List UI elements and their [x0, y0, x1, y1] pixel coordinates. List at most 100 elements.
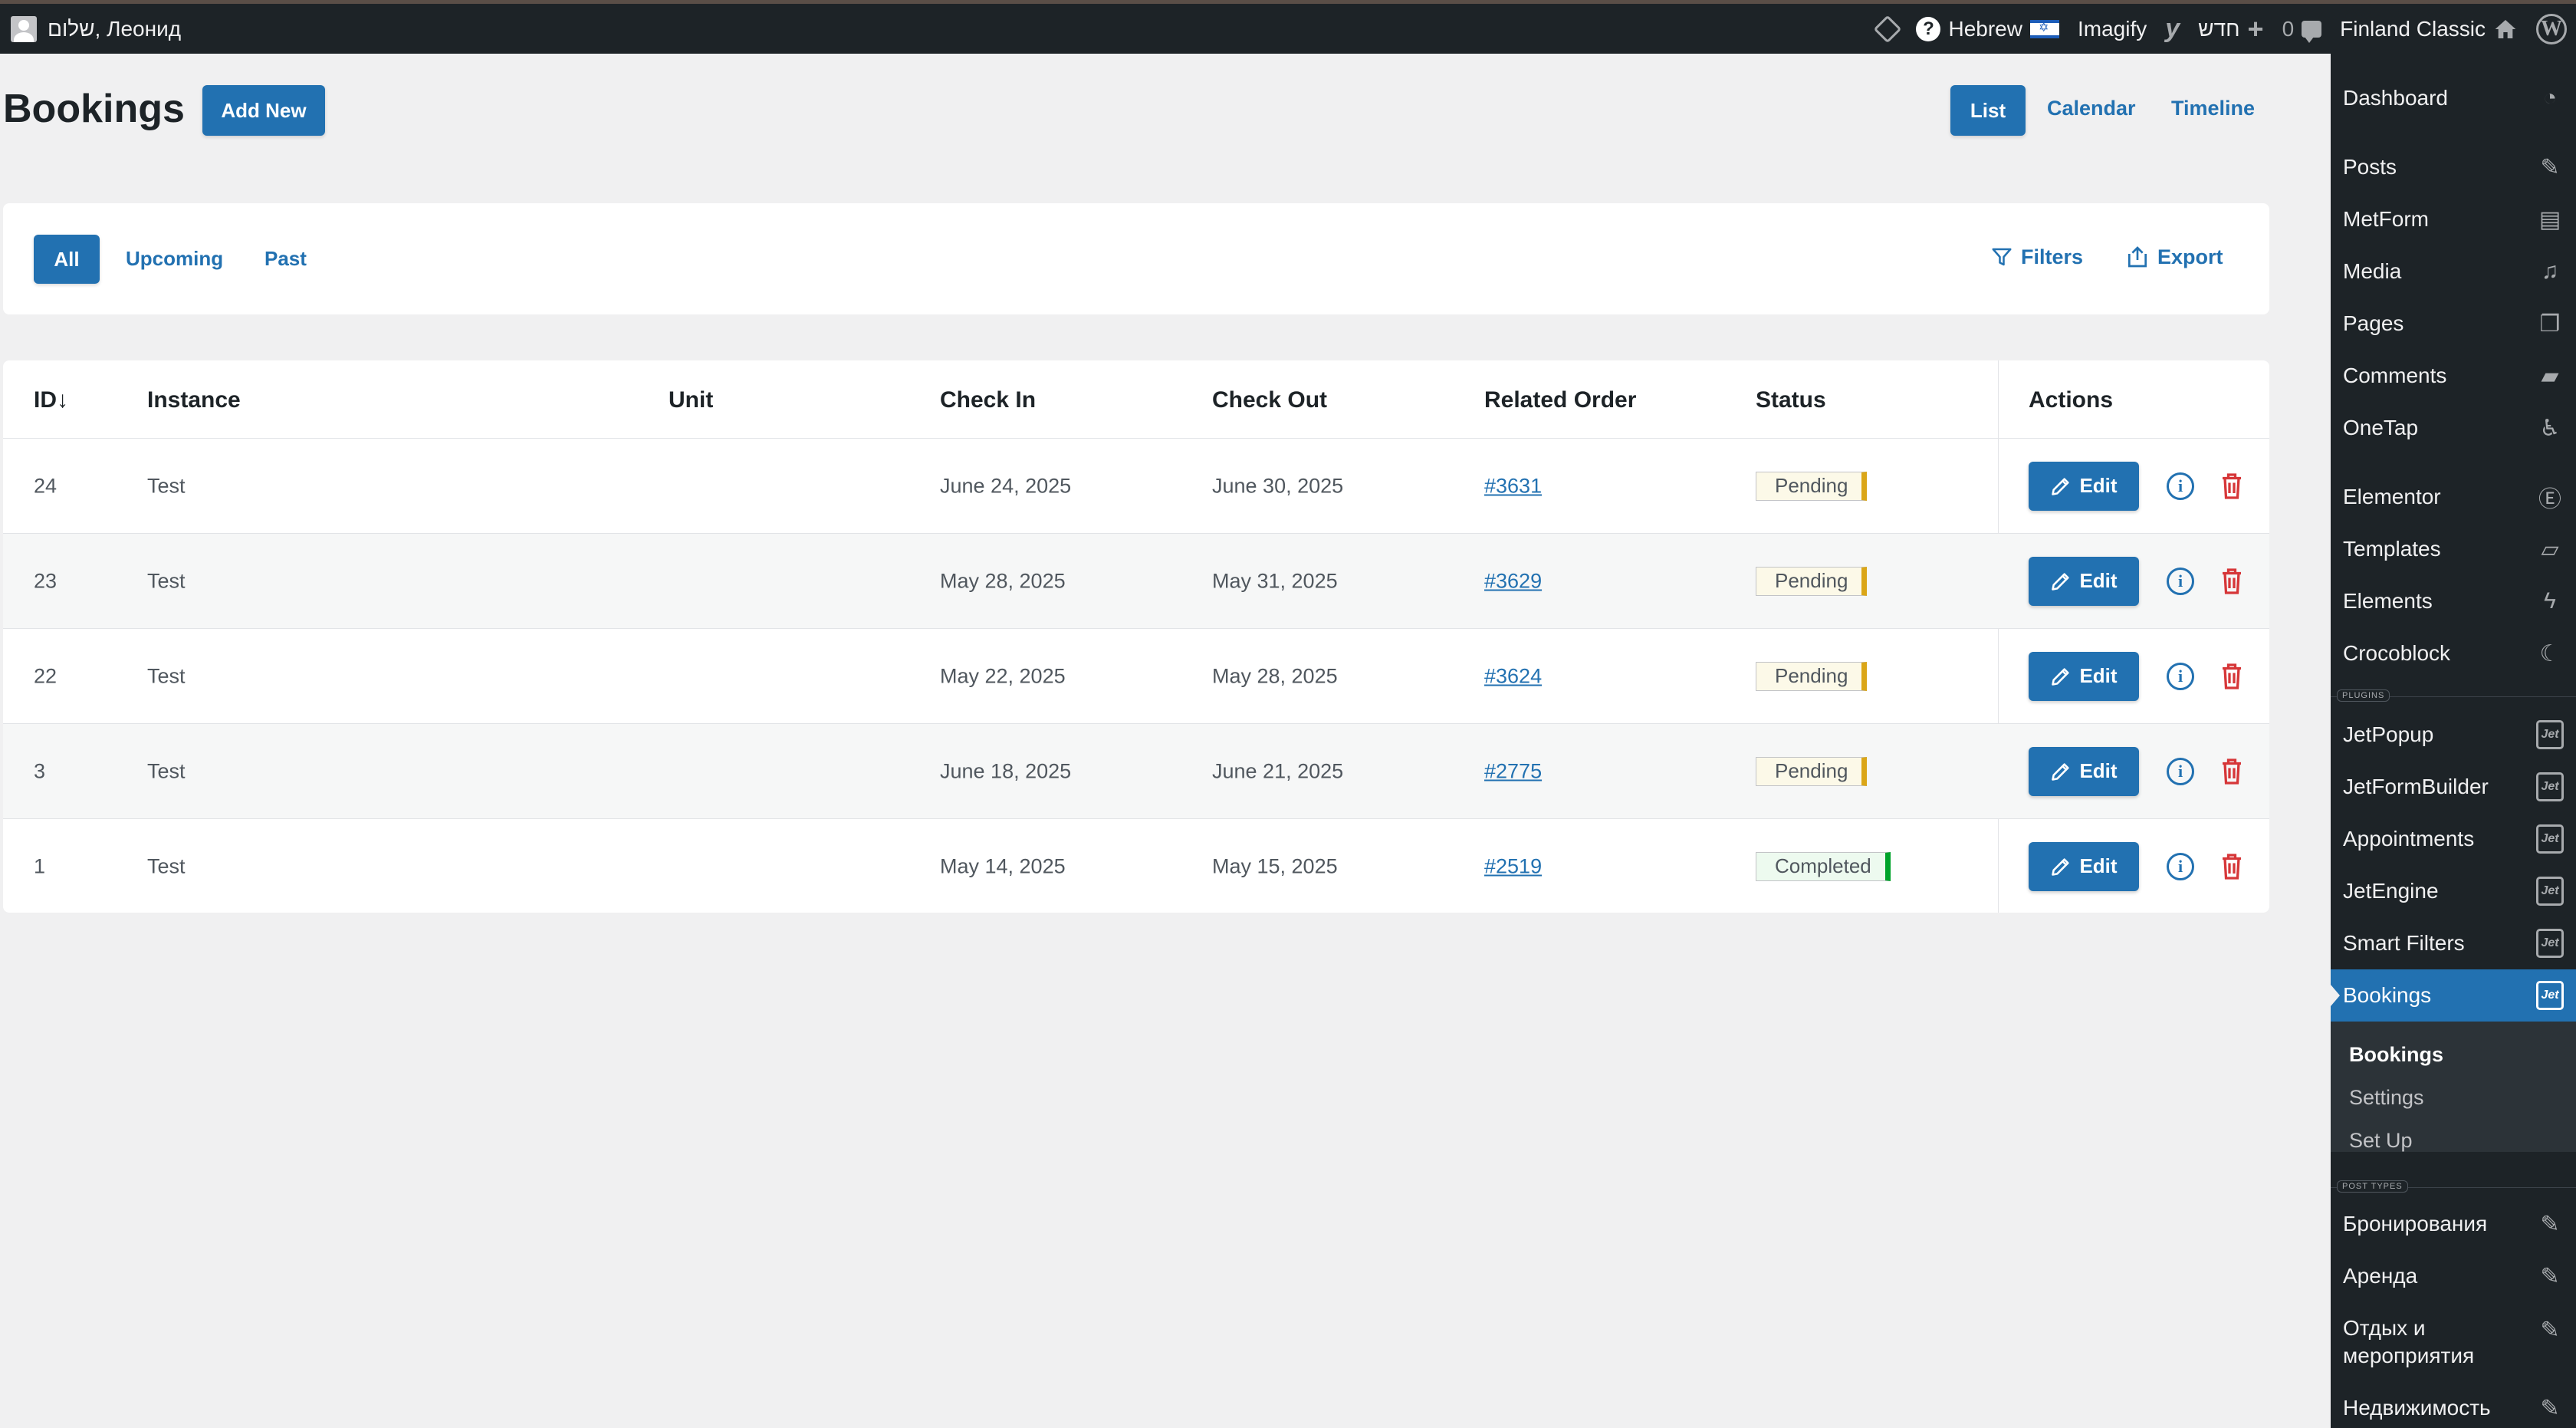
sidebar-item-pages[interactable]: Pages ❐ [2331, 298, 2576, 350]
related-order-link[interactable]: #3629 [1484, 569, 1543, 592]
edit-button[interactable]: Edit [2029, 651, 2139, 701]
edit-button[interactable]: Edit [2029, 746, 2139, 796]
greeting-text[interactable]: שלום, Леонид [48, 16, 182, 41]
yoast-icon[interactable]: y [2165, 14, 2180, 43]
bookings-table [3, 360, 2269, 913]
info-icon[interactable]: i [2167, 757, 2194, 785]
sidebar-item-label: JetEngine [2343, 879, 2439, 903]
trash-icon[interactable] [2220, 472, 2243, 500]
trash-icon[interactable] [2220, 568, 2243, 595]
submenu-bookings[interactable]: Bookings [2349, 1043, 2444, 1066]
cell-instance: Test [147, 759, 186, 782]
info-icon[interactable]: i [2167, 852, 2194, 880]
pin-icon: ✎ [2540, 1395, 2560, 1421]
sidebar-item-elementor[interactable]: Elementor Ⓔ [2331, 471, 2576, 523]
edit-button[interactable]: Edit [2029, 461, 2139, 511]
help-icon: ? [1916, 16, 1941, 41]
edit-label: Edit [2079, 474, 2118, 497]
actions-column-divider [1998, 360, 1999, 913]
export-button[interactable]: Export [2125, 244, 2223, 270]
cell-check-in: May 28, 2025 [940, 569, 1066, 592]
info-icon[interactable]: i [2167, 567, 2194, 595]
add-new-button[interactable]: Add New [202, 85, 325, 136]
view-calendar-link[interactable]: Calendar [2047, 97, 2136, 120]
sidebar-item-jetformbuilder[interactable]: JetFormBuilder Jet [2331, 761, 2576, 813]
column-header-id[interactable]: ID↓ [34, 387, 68, 413]
table-row: 24 Test June 24, 2025 June 30, 2025 #363… [3, 438, 2269, 533]
edit-button[interactable]: Edit [2029, 841, 2139, 891]
cell-check-out: May 31, 2025 [1212, 569, 1338, 592]
language-switcher[interactable]: ? Hebrew [1916, 16, 2059, 41]
sidebar-item-bronirovaniya[interactable]: Бронирования ✎ [2331, 1198, 2576, 1250]
edit-button[interactable]: Edit [2029, 556, 2139, 606]
sidebar-item-otdykh[interactable]: Отдых и мероприятия ✎ [2331, 1302, 2576, 1382]
sidebar-item-posts[interactable]: Posts ✎ [2331, 141, 2576, 193]
related-order-link[interactable]: #3631 [1484, 474, 1543, 497]
submenu-set-up[interactable]: Set Up [2349, 1129, 2413, 1152]
status-badge: Pending [1756, 756, 1868, 786]
trash-icon[interactable] [2220, 758, 2243, 785]
avatar[interactable] [11, 15, 37, 42]
column-header-related-order: Related Order [1484, 387, 1637, 413]
jet-icon: Jet [2536, 772, 2564, 801]
cell-check-out: May 28, 2025 [1212, 664, 1338, 687]
view-list-button[interactable]: List [1950, 85, 2026, 136]
sidebar-item-elements[interactable]: Elements ϟ [2331, 575, 2576, 627]
sidebar-item-label: Аренда [2343, 1264, 2418, 1288]
export-icon [2128, 246, 2147, 268]
info-icon[interactable]: i [2167, 472, 2194, 500]
tab-past[interactable]: Past [264, 247, 307, 270]
cell-instance: Test [147, 664, 186, 687]
wordpress-logo-icon[interactable]: W [2536, 13, 2567, 44]
sidebar-item-arenda[interactable]: Аренда ✎ [2331, 1250, 2576, 1302]
sidebar-item-label: Smart Filters [2343, 931, 2465, 955]
sidebar-item-jetpopup[interactable]: JetPopup Jet [2331, 709, 2576, 761]
related-order-link[interactable]: #3624 [1484, 664, 1543, 687]
column-header-check-out: Check Out [1212, 387, 1328, 413]
cell-check-in: May 14, 2025 [940, 854, 1066, 877]
info-icon[interactable]: i [2167, 662, 2194, 690]
sidebar-item-metform[interactable]: MetForm ▤ [2331, 193, 2576, 245]
sidebar-separator [2331, 1187, 2576, 1188]
cell-check-out: May 15, 2025 [1212, 854, 1338, 877]
imagify-menu[interactable]: Imagify [2077, 16, 2147, 41]
site-name-menu[interactable]: Finland Classic [2340, 17, 2518, 41]
filters-label: Filters [2021, 245, 2084, 268]
submenu-settings[interactable]: Settings [2349, 1086, 2424, 1109]
cell-id: 1 [34, 854, 46, 877]
related-order-link[interactable]: #2775 [1484, 759, 1543, 782]
view-timeline-link[interactable]: Timeline [2171, 97, 2256, 120]
sidebar-item-nedvizhimost[interactable]: Недвижимость ✎ [2331, 1382, 2576, 1428]
status-badge: Pending [1756, 661, 1868, 691]
sidebar-item-label: Отдых и мероприятия [2343, 1316, 2475, 1367]
sidebar-item-appointments[interactable]: Appointments Jet [2331, 813, 2576, 865]
new-content-menu[interactable]: חדש + [2198, 15, 2263, 43]
admin-bar: שלום, Леонид ? Hebrew Imagify y חדש + 0 … [0, 0, 2576, 54]
tab-all[interactable]: All [34, 235, 100, 284]
sidebar-item-crocoblock[interactable]: Crocoblock ☾ [2331, 627, 2576, 679]
sidebar-item-onetap[interactable]: OneTap ♿ [2331, 402, 2576, 454]
export-label: Export [2157, 245, 2223, 268]
sidebar-item-media[interactable]: Media ♫ [2331, 245, 2576, 298]
comments-menu[interactable]: 0 [2282, 17, 2322, 43]
sidebar-item-jetengine[interactable]: JetEngine Jet [2331, 865, 2576, 917]
cell-check-in: June 18, 2025 [940, 759, 1072, 782]
sidebar-item-label: Templates [2343, 537, 2441, 561]
cell-instance: Test [147, 854, 186, 877]
trash-icon[interactable] [2220, 853, 2243, 880]
accessibility-icon: ♿ [2539, 415, 2561, 441]
sidebar-item-bookings[interactable]: Bookings Jet [2331, 969, 2576, 1022]
sidebar-item-label: Bookings [2343, 983, 2432, 1007]
cell-check-out: June 30, 2025 [1212, 474, 1344, 497]
sidebar-item-smart-filters[interactable]: Smart Filters Jet [2331, 917, 2576, 969]
sidebar-item-comments[interactable]: Comments ▰ [2331, 350, 2576, 402]
sidebar-item-label: JetPopup [2343, 722, 2434, 746]
trash-icon[interactable] [2220, 663, 2243, 690]
diamond-icon[interactable] [1874, 15, 1902, 43]
tab-upcoming[interactable]: Upcoming [126, 247, 224, 270]
sidebar-item-dashboard[interactable]: Dashboard ◔ [2331, 72, 2576, 124]
related-order-link[interactable]: #2519 [1484, 854, 1543, 877]
sidebar-item-templates[interactable]: Templates ▱ [2331, 523, 2576, 575]
filters-button[interactable]: Filters [1990, 244, 2083, 270]
sidebar-item-label: Недвижимость [2343, 1396, 2491, 1420]
